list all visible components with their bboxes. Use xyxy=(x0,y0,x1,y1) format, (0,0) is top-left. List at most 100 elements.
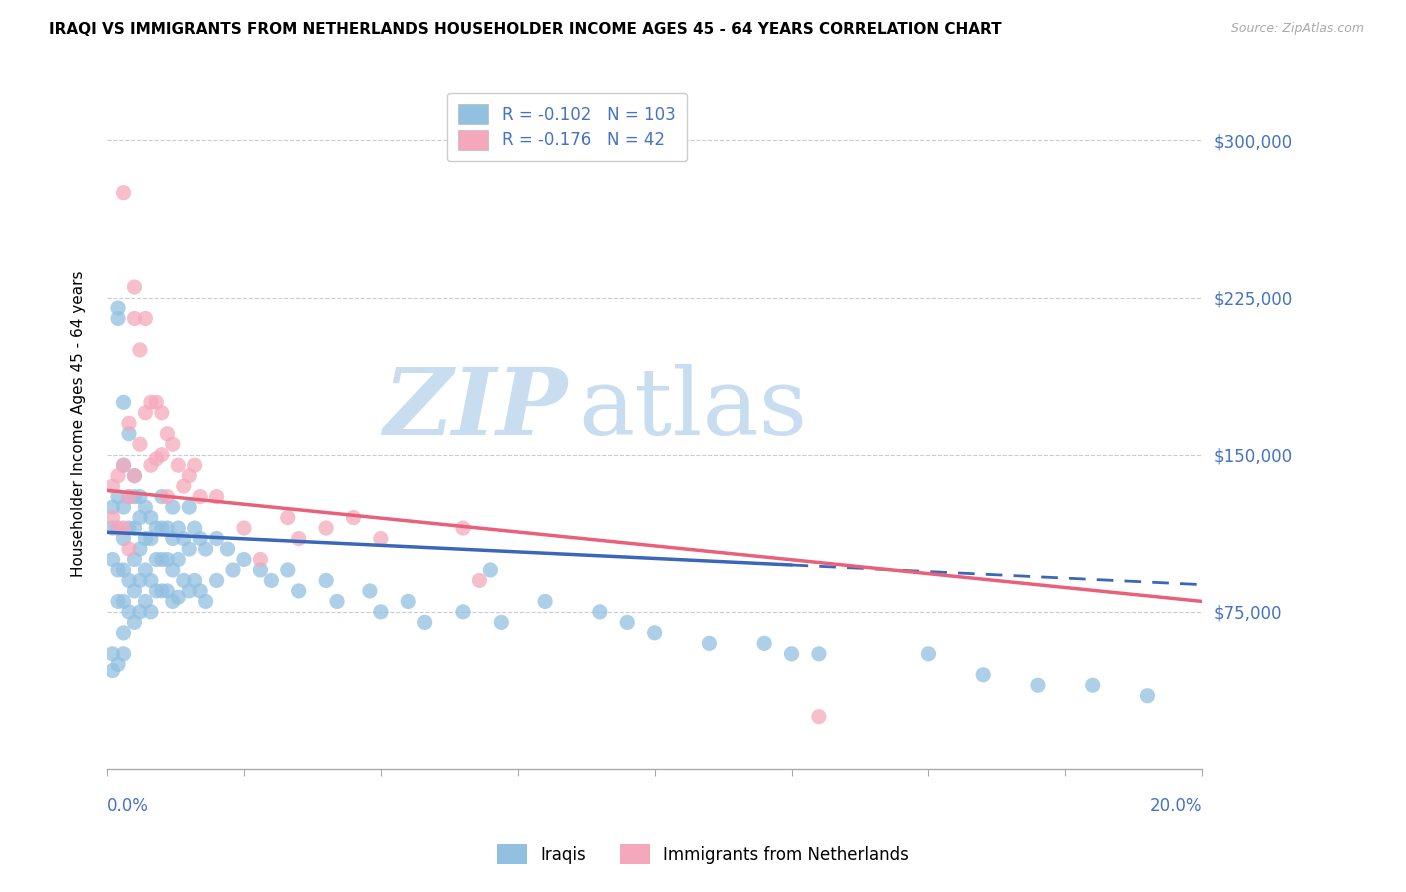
Point xyxy=(277,563,299,577)
Point xyxy=(150,583,173,598)
Point xyxy=(145,521,167,535)
Text: 0.0%: 0.0% xyxy=(107,797,149,814)
Point xyxy=(145,395,167,409)
Point xyxy=(179,541,201,556)
Point xyxy=(112,647,135,661)
Point xyxy=(139,574,162,588)
Point xyxy=(249,563,271,577)
Point xyxy=(156,426,179,441)
Point xyxy=(183,458,205,473)
Point xyxy=(1136,689,1159,703)
Point xyxy=(156,521,179,535)
Point xyxy=(315,521,337,535)
Point xyxy=(112,458,135,473)
Point xyxy=(468,574,491,588)
Point xyxy=(589,605,612,619)
Point xyxy=(118,605,141,619)
Text: atlas: atlas xyxy=(578,365,807,454)
Point xyxy=(167,552,190,566)
Y-axis label: Householder Income Ages 45 - 64 years: Householder Income Ages 45 - 64 years xyxy=(72,270,86,576)
Point xyxy=(188,490,211,504)
Point xyxy=(217,541,239,556)
Point xyxy=(179,500,201,514)
Point xyxy=(129,574,152,588)
Point xyxy=(112,395,135,409)
Point xyxy=(194,541,217,556)
Point xyxy=(917,647,939,661)
Point xyxy=(491,615,513,630)
Point xyxy=(699,636,721,650)
Point xyxy=(112,563,135,577)
Point xyxy=(150,521,173,535)
Point xyxy=(326,594,349,608)
Point xyxy=(162,532,184,546)
Point xyxy=(183,521,205,535)
Point xyxy=(134,532,156,546)
Point xyxy=(129,605,152,619)
Point xyxy=(249,552,271,566)
Point xyxy=(112,500,135,514)
Point xyxy=(134,311,156,326)
Point xyxy=(413,615,436,630)
Point xyxy=(101,664,124,678)
Point xyxy=(112,186,135,200)
Point xyxy=(194,594,217,608)
Point xyxy=(807,709,830,723)
Point xyxy=(124,615,146,630)
Point xyxy=(118,426,141,441)
Point xyxy=(118,490,141,504)
Point xyxy=(233,552,256,566)
Point xyxy=(118,490,141,504)
Point xyxy=(315,574,337,588)
Point xyxy=(124,552,146,566)
Point xyxy=(118,521,141,535)
Point xyxy=(124,280,146,294)
Point xyxy=(156,583,179,598)
Point xyxy=(287,532,309,546)
Point xyxy=(107,594,129,608)
Point xyxy=(101,479,124,493)
Point xyxy=(139,458,162,473)
Point xyxy=(139,395,162,409)
Point xyxy=(616,615,638,630)
Point xyxy=(107,490,129,504)
Point xyxy=(139,532,162,546)
Point xyxy=(179,583,201,598)
Point xyxy=(156,552,179,566)
Point xyxy=(205,490,228,504)
Point xyxy=(112,532,135,546)
Point xyxy=(1081,678,1104,692)
Point xyxy=(134,563,156,577)
Text: 20.0%: 20.0% xyxy=(1150,797,1202,814)
Point xyxy=(139,510,162,524)
Point xyxy=(101,647,124,661)
Point xyxy=(124,521,146,535)
Point xyxy=(173,532,195,546)
Point xyxy=(173,574,195,588)
Point xyxy=(145,552,167,566)
Point xyxy=(107,521,129,535)
Point xyxy=(260,574,283,588)
Point xyxy=(534,594,557,608)
Point xyxy=(644,625,666,640)
Point xyxy=(287,583,309,598)
Point xyxy=(972,667,994,681)
Point xyxy=(162,500,184,514)
Point xyxy=(222,563,245,577)
Point xyxy=(118,574,141,588)
Point xyxy=(129,343,152,357)
Point xyxy=(101,521,124,535)
Point xyxy=(162,563,184,577)
Point xyxy=(1026,678,1049,692)
Point xyxy=(118,541,141,556)
Point xyxy=(807,647,830,661)
Point xyxy=(145,583,167,598)
Point xyxy=(205,574,228,588)
Point xyxy=(107,301,129,315)
Legend: R = -0.102   N = 103, R = -0.176   N = 42: R = -0.102 N = 103, R = -0.176 N = 42 xyxy=(447,93,688,161)
Point xyxy=(780,647,803,661)
Point xyxy=(183,574,205,588)
Point xyxy=(124,490,146,504)
Point xyxy=(173,479,195,493)
Point xyxy=(167,521,190,535)
